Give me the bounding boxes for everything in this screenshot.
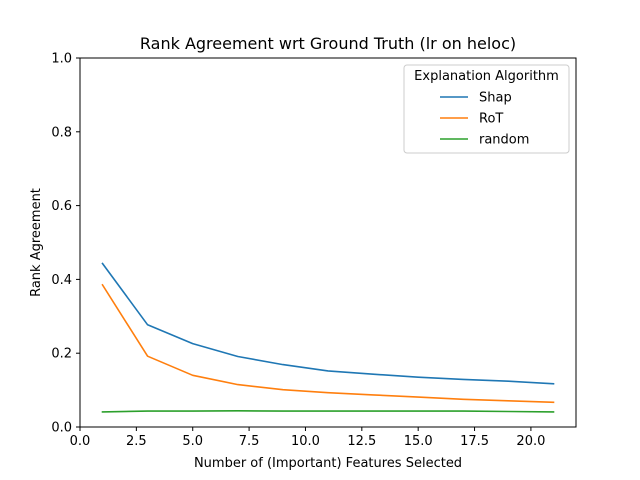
legend-box — [403, 64, 570, 154]
x-tick-label: 15.0 — [404, 434, 433, 449]
legend: Explanation Algorithm Shap RoT random — [403, 64, 570, 154]
series-layer — [101, 262, 555, 413]
legend-items: Shap RoT random — [440, 91, 529, 148]
y-axis-label: Rank Agreement — [29, 188, 44, 297]
x-tick-label: 20.0 — [516, 434, 545, 449]
x-tick-label: 12.5 — [347, 434, 376, 449]
x-tick-label: 0.0 — [70, 434, 91, 449]
series-line-random — [101, 409, 555, 413]
series-line-shap — [101, 262, 555, 385]
chart-title: Rank Agreement wrt Ground Truth (lr on h… — [140, 34, 516, 53]
y-tick-label: 0.2 — [51, 347, 72, 362]
series-line-rot — [101, 283, 555, 404]
legend-label-random: random — [479, 133, 529, 148]
x-tick-label: 5.0 — [182, 434, 203, 449]
y-tick-label: 0.0 — [51, 421, 72, 436]
x-tick-label: 7.5 — [239, 434, 260, 449]
legend-label-shap: Shap — [479, 91, 512, 106]
legend-title: Explanation Algorithm — [414, 69, 559, 84]
x-tick-label: 10.0 — [291, 434, 320, 449]
legend-label-rot: RoT — [479, 112, 503, 127]
y-tick-label: 0.6 — [51, 199, 72, 214]
x-tick-label: 17.5 — [460, 434, 489, 449]
y-tick-label: 0.4 — [51, 273, 72, 288]
y-tick-label: 0.8 — [51, 125, 72, 140]
axes-frame — [79, 57, 577, 428]
x-tick-label: 2.5 — [126, 434, 147, 449]
y-axis: 0.0 0.2 0.4 0.6 0.8 1.0 — [51, 52, 80, 436]
x-axis-label: Number of (Important) Features Selected — [194, 456, 462, 471]
x-axis: 0.0 2.5 5.0 7.5 10.0 12.5 15.0 17.5 20.0 — [70, 427, 545, 449]
y-tick-label: 1.0 — [51, 52, 72, 67]
